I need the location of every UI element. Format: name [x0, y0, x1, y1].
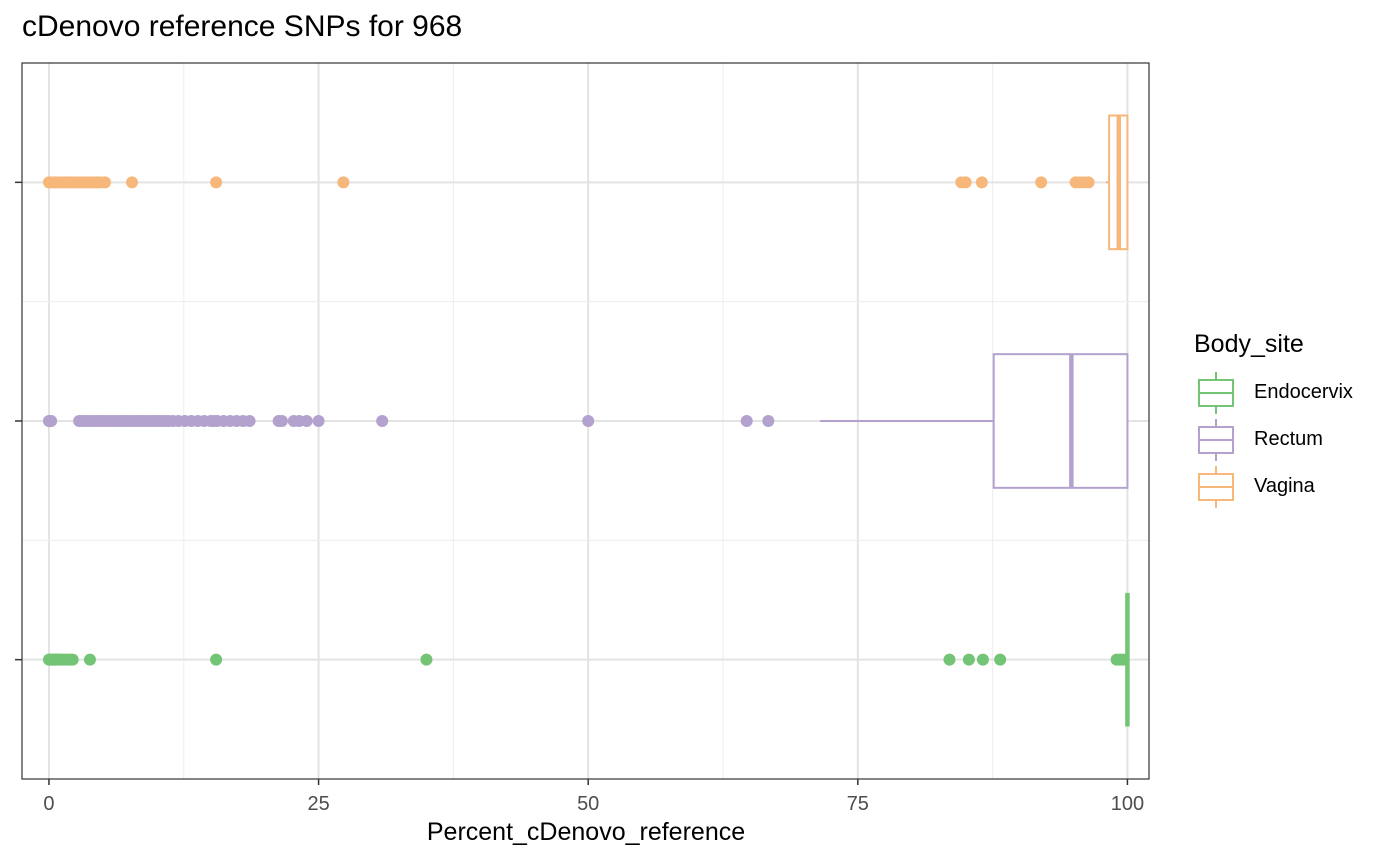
legend-key-icon — [1198, 372, 1234, 414]
outlier-point — [376, 415, 389, 427]
x-tick-label: 100 — [1111, 793, 1144, 815]
chart-title: cDenovo reference SNPs for 968 — [22, 10, 463, 43]
outlier-point — [83, 653, 96, 666]
outlier-point — [994, 653, 1007, 666]
outlier-point — [275, 415, 288, 427]
box-iqr — [992, 353, 1129, 489]
outlier-point — [300, 415, 313, 427]
outlier-point — [975, 176, 988, 189]
outlier-point — [582, 415, 595, 427]
x-tick-label: 50 — [577, 793, 599, 815]
legend-title: Body_site — [1194, 330, 1304, 358]
outlier-point — [126, 176, 139, 189]
outlier-point — [337, 176, 350, 189]
x-tick-label: 0 — [43, 793, 54, 815]
x-tick-label: 75 — [847, 793, 869, 815]
legend-item-vagina: Vagina — [1194, 465, 1315, 512]
outlier-point — [66, 653, 79, 666]
legend: Body_site Endocervix Rectum Vagina — [1194, 330, 1353, 512]
legend-label: Vagina — [1254, 475, 1315, 497]
outlier-point — [99, 176, 112, 189]
outlier-layer — [42, 176, 1130, 666]
outlier-point — [976, 653, 989, 666]
legend-item-rectum: Rectum — [1194, 418, 1323, 465]
legend-label: Rectum — [1254, 428, 1323, 450]
outlier-point — [762, 415, 775, 427]
outlier-point — [243, 415, 256, 427]
axis-layer: 0 25 50 75 100 — [15, 181, 1144, 815]
legend-key-icon — [1198, 466, 1234, 508]
outlier-point — [1082, 176, 1095, 189]
outlier-point — [1035, 176, 1048, 189]
legend-item-endocervix: Endocervix — [1194, 371, 1353, 418]
outlier-point — [210, 653, 223, 666]
box-vagina — [1105, 114, 1129, 251]
x-tick-label: 25 — [307, 793, 329, 815]
outlier-point — [45, 415, 58, 427]
outlier-point — [312, 415, 325, 427]
outlier-point — [959, 176, 972, 189]
outlier-point — [962, 653, 975, 666]
legend-key-icon — [1198, 419, 1234, 461]
outlier-point — [740, 415, 753, 427]
outlier-point — [420, 653, 433, 666]
box-rectum — [820, 353, 1129, 489]
outlier-point — [210, 176, 223, 189]
legend-label: Endocervix — [1254, 381, 1353, 403]
outlier-point — [943, 653, 956, 666]
x-axis-label: Percent_cDenovo_reference — [426, 818, 746, 846]
legend-items: Endocervix Rectum Vagina — [1194, 371, 1353, 512]
outlier-point — [1117, 653, 1130, 666]
box-layer — [820, 114, 1130, 727]
